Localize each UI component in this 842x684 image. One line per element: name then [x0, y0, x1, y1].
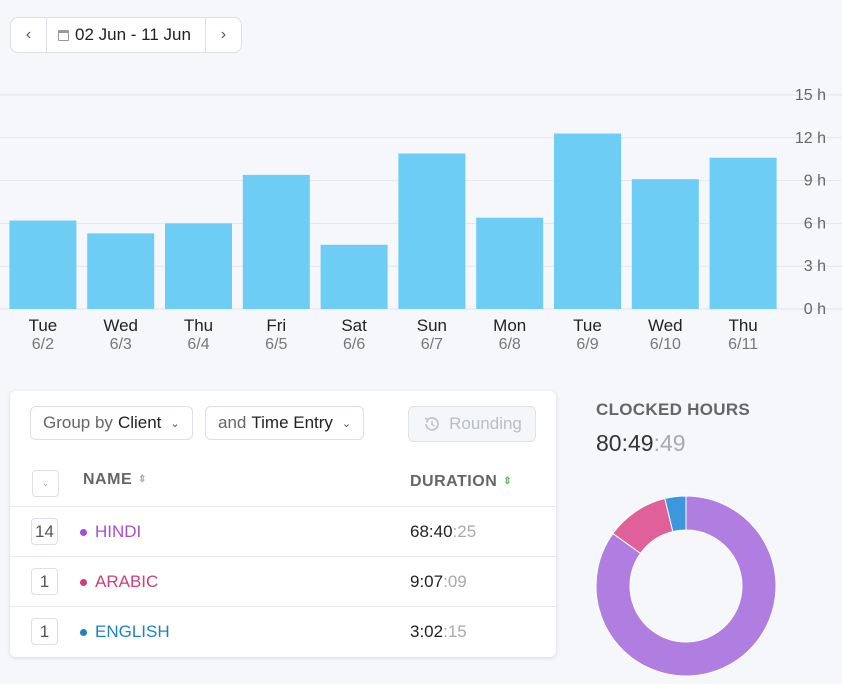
- y-tick-label: 12 h: [795, 130, 826, 147]
- duration-column-header[interactable]: DURATION ⇕: [410, 473, 512, 491]
- client-color-dot: [80, 528, 87, 536]
- y-tick-label: 9 h: [804, 173, 826, 190]
- x-tick-day-label: Fri: [266, 316, 286, 335]
- bar: [165, 223, 232, 309]
- subgroup-value: Time Entry: [251, 413, 333, 432]
- x-tick-day-label: Thu: [184, 316, 213, 335]
- chevron-down-icon: ⌄: [170, 417, 180, 430]
- x-tick-day-label: Sat: [341, 316, 367, 335]
- duration-seconds: :15: [443, 622, 467, 641]
- duration-value: 3:02:15: [410, 622, 467, 642]
- y-tick-label: 6 h: [804, 215, 826, 232]
- duration-value: 9:07:09: [410, 572, 467, 592]
- chevron-down-icon: ⌄: [341, 417, 352, 430]
- client-label: ENGLISH: [95, 622, 170, 641]
- donut-slice-hindi: [595, 495, 777, 677]
- name-column-header[interactable]: NAME ⇕: [83, 471, 147, 489]
- x-tick-date-label: 6/11: [728, 336, 758, 353]
- bar: [242, 174, 310, 309]
- table-row[interactable]: 1 ENGLISH 3:02:15: [10, 606, 556, 657]
- date-range-button[interactable]: 02 Jun - 11 Jun: [46, 18, 206, 52]
- client-name: HINDI: [80, 522, 141, 542]
- y-tick-label: 0 h: [804, 301, 826, 318]
- bar: [320, 244, 388, 309]
- entry-count-badge[interactable]: 1: [31, 618, 58, 645]
- client-name: ARABIC: [80, 572, 158, 592]
- x-tick-date-label: 6/7: [421, 336, 443, 353]
- x-tick-date-label: 6/5: [265, 336, 287, 353]
- duration-hm: 3:02: [410, 622, 444, 641]
- subgroup-prefix: and: [218, 413, 247, 432]
- report-table-card: Group by Client ⌄ and Time Entry ⌄ Round…: [10, 391, 556, 657]
- rounding-label: Rounding: [449, 414, 522, 433]
- group-by-prefix: Group by: [43, 413, 113, 432]
- x-tick-date-label: 6/9: [576, 336, 598, 353]
- x-tick-date-label: 6/8: [499, 336, 521, 353]
- group-by-dropdown[interactable]: Group by Client ⌄: [30, 406, 193, 440]
- x-tick-day-label: Wed: [648, 316, 683, 335]
- bar: [398, 153, 466, 309]
- duration-seconds: :25: [452, 522, 477, 541]
- entry-count-badge[interactable]: 1: [31, 568, 58, 595]
- clocked-hours-title: CLOCKED HOURS: [596, 400, 751, 419]
- client-name: ENGLISH: [80, 622, 170, 642]
- calendar-icon: [58, 29, 69, 41]
- duration-seconds: :09: [443, 572, 467, 591]
- hours-bar-chart: 0 h3 h6 h9 h12 h15 hTue6/2Wed6/3Thu6/4Fr…: [0, 87, 842, 353]
- x-tick-date-label: 6/3: [110, 336, 132, 353]
- clocked-hours-value: 80:49:49: [596, 430, 686, 457]
- table-row[interactable]: 1 ARABIC 9:07:09: [10, 556, 556, 607]
- x-tick-day-label: Wed: [103, 316, 138, 335]
- bar: [9, 220, 77, 309]
- bar: [87, 233, 155, 309]
- sort-icon: ⇕: [503, 476, 513, 488]
- subgroup-dropdown[interactable]: and Time Entry ⌄: [205, 406, 365, 440]
- bar: [631, 179, 699, 309]
- date-range-label: 02 Jun - 11 Jun: [75, 25, 191, 44]
- clocked-hours-donut-chart: [595, 495, 777, 677]
- date-range-picker: ‹ 02 Jun - 11 Jun ›: [10, 17, 242, 53]
- bar: [709, 157, 777, 309]
- expand-all-toggle[interactable]: ⌄: [32, 470, 59, 497]
- x-tick-date-label: 6/10: [650, 336, 681, 353]
- duration-hm: 68:40: [410, 522, 453, 541]
- clocked-hm: 80:49: [596, 430, 654, 456]
- history-icon: [424, 417, 439, 431]
- client-label: ARABIC: [95, 572, 159, 591]
- chevron-left-icon[interactable]: ‹: [25, 26, 32, 43]
- x-tick-date-label: 6/4: [187, 336, 209, 353]
- y-tick-label: 15 h: [795, 87, 826, 104]
- x-tick-day-label: Tue: [29, 316, 58, 335]
- table-row[interactable]: 14 HINDI 68:40:25: [10, 506, 556, 557]
- sort-icon: ⇕: [138, 474, 147, 486]
- x-tick-day-label: Sun: [417, 316, 447, 335]
- client-label: HINDI: [95, 522, 142, 541]
- x-tick-date-label: 6/6: [343, 336, 365, 353]
- rounding-button[interactable]: Rounding: [408, 406, 536, 442]
- x-tick-day-label: Thu: [728, 316, 757, 335]
- duration-value: 68:40:25: [410, 522, 476, 542]
- x-tick-date-label: 6/2: [32, 336, 54, 353]
- bar: [554, 133, 621, 309]
- chevron-right-icon[interactable]: ›: [220, 26, 227, 43]
- client-color-dot: [80, 628, 87, 636]
- clocked-seconds: :49: [653, 430, 686, 456]
- bar: [476, 217, 544, 309]
- client-color-dot: [80, 578, 87, 586]
- x-tick-day-label: Tue: [573, 316, 602, 335]
- x-tick-day-label: Mon: [493, 316, 526, 335]
- y-tick-label: 3 h: [804, 258, 826, 275]
- duration-header-label: DURATION: [410, 473, 498, 490]
- duration-hm: 9:07: [410, 572, 444, 591]
- name-header-label: NAME: [83, 471, 133, 488]
- entry-count-badge[interactable]: 14: [31, 518, 58, 545]
- group-by-value: Client: [117, 413, 162, 432]
